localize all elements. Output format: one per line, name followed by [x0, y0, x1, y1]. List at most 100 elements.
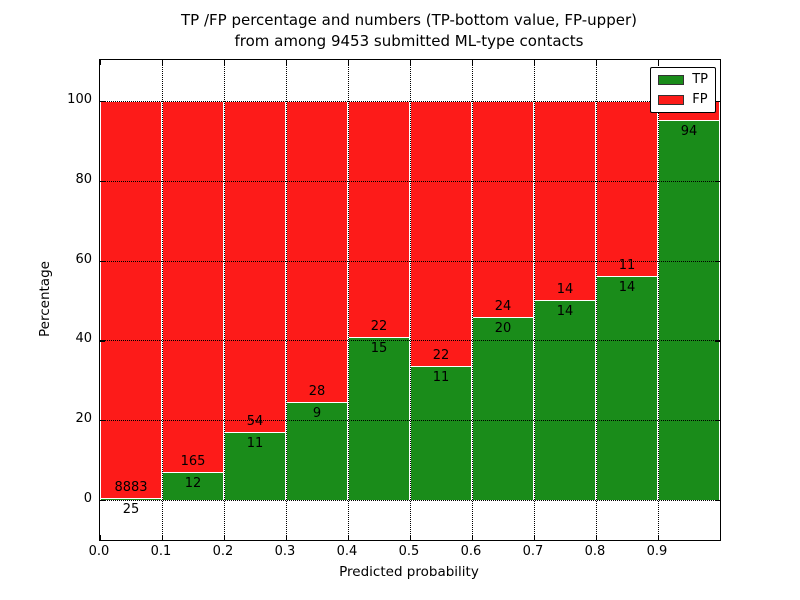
fp-segment	[410, 101, 472, 368]
y-gridline	[100, 420, 720, 422]
x-tick-label: 0.8	[584, 544, 606, 559]
chart-title: TP /FP percentage and numbers (TP-bottom…	[99, 10, 719, 52]
x-tick	[224, 60, 226, 65]
fp-segment	[162, 101, 224, 473]
x-tick	[596, 535, 598, 540]
y-gridline	[100, 260, 720, 262]
x-tick-label: 0.3	[274, 544, 296, 559]
x-tick-label: 0.1	[150, 544, 172, 559]
tp-count-label: 14	[618, 279, 636, 295]
x-tick-label: 0.4	[336, 544, 358, 559]
fp-legend-swatch	[658, 95, 685, 105]
tp-segment	[472, 318, 534, 500]
fp-segment	[224, 101, 286, 433]
tp-count-label: 11	[246, 435, 264, 451]
fp-segment	[100, 101, 162, 499]
y-tick	[100, 101, 105, 103]
y-gridline	[100, 180, 720, 182]
x-tick	[596, 60, 598, 65]
y-tick-label: 80	[75, 171, 92, 187]
x-tick	[534, 60, 536, 65]
y-tick	[715, 260, 720, 262]
tp-legend-label: TP	[692, 72, 708, 87]
y-tick-label: 100	[67, 92, 92, 107]
fp-count-label: 22	[370, 319, 388, 335]
chart-title-line2: from among 9453 submitted ML-type contac…	[234, 32, 584, 50]
fp-count-label: 28	[308, 384, 326, 400]
fp-segment	[596, 101, 658, 277]
x-gridline	[286, 60, 287, 540]
x-tick	[100, 535, 102, 540]
legend-item-tp: TP	[658, 73, 708, 87]
x-tick	[100, 60, 102, 65]
y-tick	[715, 500, 720, 502]
tp-segment	[596, 276, 658, 500]
x-tick	[410, 535, 412, 540]
x-tick-label: 0.7	[522, 544, 544, 559]
fp-segment	[534, 101, 596, 301]
y-tick	[100, 260, 105, 262]
fp-segment	[348, 101, 410, 339]
fp-count-label: 14	[556, 281, 574, 297]
fp-legend-label: FP	[692, 92, 708, 107]
tp-count-label: 12	[184, 475, 202, 491]
x-tick-label: 0.6	[460, 544, 482, 559]
x-gridline	[224, 60, 225, 540]
y-gridline	[100, 500, 720, 501]
chart-title-line1: TP /FP percentage and numbers (TP-bottom…	[181, 11, 637, 29]
legend: TP FP	[650, 67, 716, 113]
tp-segment	[100, 498, 162, 500]
plot-area: 8883 25 165 12 54 11 28 9 22 15 22 11 24 20 14 14 11 14 94…	[99, 59, 721, 541]
x-tick	[286, 535, 288, 540]
tp-segment	[410, 367, 472, 500]
x-tick-label: 0.2	[212, 544, 234, 559]
x-tick	[472, 60, 474, 65]
y-tick	[100, 420, 105, 422]
y-tick-label: 0	[83, 491, 92, 506]
tp-segment	[658, 121, 720, 500]
x-axis-label: Predicted probability	[339, 564, 479, 580]
y-tick	[100, 180, 105, 182]
x-gridline	[162, 60, 163, 540]
x-gridline	[534, 60, 535, 540]
legend-item-fp: FP	[658, 93, 708, 107]
y-tick-label: 60	[75, 251, 92, 267]
x-tick	[162, 60, 164, 65]
x-tick	[162, 535, 164, 540]
tp-count-label: 20	[494, 321, 512, 337]
tp-count-label: 9	[312, 406, 322, 422]
tp-legend-swatch	[658, 75, 685, 85]
x-tick	[472, 535, 474, 540]
x-tick	[286, 60, 288, 65]
x-tick	[534, 535, 536, 540]
fp-count-label: 8883	[114, 479, 148, 495]
fp-count-label: 165	[180, 453, 206, 469]
y-axis-label: Percentage	[37, 261, 53, 337]
x-gridline	[472, 60, 473, 540]
y-tick	[100, 500, 105, 502]
tp-count-label: 11	[432, 370, 450, 386]
fp-count-label: 24	[494, 299, 512, 315]
y-tick	[715, 180, 720, 182]
y-tick-label: 40	[75, 331, 92, 347]
x-tick	[348, 60, 350, 65]
tp-count-label: 94	[680, 124, 698, 140]
x-tick	[410, 60, 412, 65]
tp-count-label: 14	[556, 303, 574, 319]
fp-count-label: 11	[618, 257, 636, 273]
tp-count-label: 25	[122, 501, 140, 517]
tp-segment	[348, 338, 410, 500]
x-tick-label: 0.0	[88, 544, 110, 559]
y-tick-label: 20	[75, 411, 92, 427]
x-tick	[658, 535, 660, 540]
y-tick	[715, 420, 720, 422]
tp-segment	[534, 300, 596, 500]
x-tick	[224, 535, 226, 540]
x-tick	[658, 60, 660, 65]
x-gridline	[410, 60, 411, 540]
y-tick	[100, 340, 105, 342]
tp-segment	[162, 472, 224, 500]
tp-count-label: 15	[370, 341, 388, 357]
y-gridline	[100, 340, 720, 342]
